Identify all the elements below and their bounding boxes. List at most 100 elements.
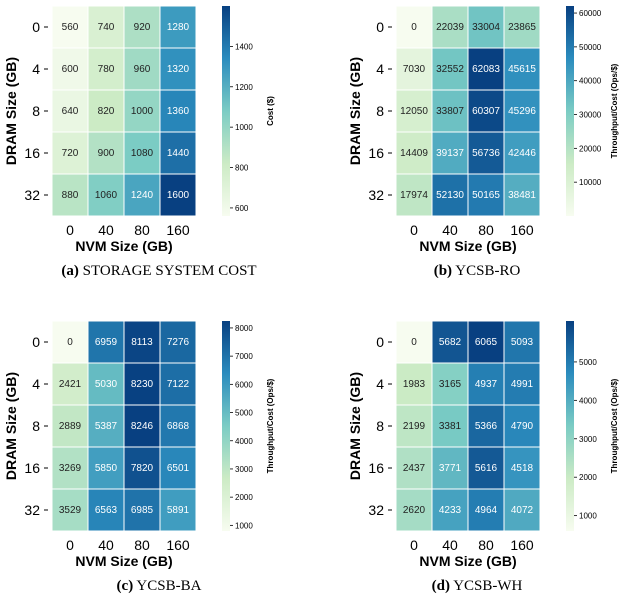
cell-value-label: 17974 <box>400 190 428 201</box>
cell-value-label: 42446 <box>508 148 536 159</box>
colorbar <box>566 321 574 531</box>
cell-value-label: 2199 <box>403 421 426 432</box>
cell-value-label: 7276 <box>167 337 190 348</box>
cell-value-label: 7030 <box>403 64 426 75</box>
colorbar-tick-label: 20000 <box>579 144 602 153</box>
cell-value-label: 1983 <box>403 379 426 390</box>
y-tick-label: 8 <box>32 103 40 119</box>
heatmap-cell <box>431 446 469 490</box>
heatmap-cell <box>123 173 161 217</box>
colorbar-tick-label: 2000 <box>579 473 597 482</box>
heatmap-cell <box>87 5 125 49</box>
cell-value-label: 6563 <box>95 505 118 516</box>
heatmap-cell <box>87 320 125 364</box>
x-axis-title: NVM Size (GB) <box>75 553 172 569</box>
heatmap-cell <box>51 362 89 406</box>
heatmap-cell <box>431 173 469 217</box>
cell-value-label: 14409 <box>400 148 428 159</box>
cell-value-label: 1060 <box>95 190 118 201</box>
cell-value-label: 5891 <box>167 505 190 516</box>
y-tick-label: 0 <box>32 334 40 350</box>
y-tick-label: 16 <box>368 460 384 476</box>
cell-value-label: 2889 <box>59 421 82 432</box>
cell-value-label: 5850 <box>95 463 118 474</box>
heatmap-panel-4: 0 5682 6065 5093 1983 3165 4937 4991 2199 3381 536… <box>347 320 619 569</box>
y-tick-label: 8 <box>32 418 40 434</box>
colorbar-tick-label: 1000 <box>579 512 597 521</box>
y-tick-label: 4 <box>376 61 384 77</box>
cell-value-label: 6985 <box>131 505 154 516</box>
colorbar-tick-label: 3000 <box>235 465 253 474</box>
cell-value-label: 5030 <box>95 379 118 390</box>
cell-value-label: 3529 <box>59 505 82 516</box>
cell-value-label: 780 <box>98 64 115 75</box>
heatmap-cell <box>395 89 433 133</box>
colorbar-tick-label: 800 <box>235 164 249 173</box>
heatmap-cell <box>87 131 125 175</box>
y-tick-label: 32 <box>24 502 40 518</box>
colorbar-tick-label: 40000 <box>579 77 602 86</box>
colorbar-tick-label: 60000 <box>579 9 602 18</box>
heatmap-cell <box>51 320 89 364</box>
colorbar-tick-label: 10000 <box>579 178 602 187</box>
heatmap-cell <box>431 362 469 406</box>
heatmap-cell <box>51 173 89 217</box>
cell-value-label: 0 <box>67 337 73 348</box>
colorbar-tick-label: 5000 <box>579 358 597 367</box>
cell-value-label: 7820 <box>131 463 154 474</box>
cell-value-label: 45296 <box>508 106 536 117</box>
colorbar-tick-label: 1200 <box>235 83 253 92</box>
colorbar-title: Cost ($) <box>266 96 275 126</box>
x-tick-label: 160 <box>510 537 534 553</box>
cell-value-label: 600 <box>62 64 79 75</box>
cell-value-label: 6868 <box>167 421 190 432</box>
cell-value-label: 8113 <box>131 337 153 348</box>
heatmap-cell <box>51 5 89 49</box>
heatmap-cell <box>467 404 505 448</box>
cell-value-label: 1280 <box>167 22 190 33</box>
x-tick-label: 40 <box>442 537 458 553</box>
colorbar-tick-label: 4000 <box>235 437 253 446</box>
y-tick-label: 32 <box>24 187 40 203</box>
heatmap-panel-3: 0 6959 8113 7276 2421 5030 8230 7122 2889 5387 824… <box>3 320 275 569</box>
colorbar-tick-label: 2000 <box>235 493 253 502</box>
y-tick-label: 32 <box>368 187 384 203</box>
heatmap-cell <box>87 488 125 532</box>
heatmap-cell <box>467 488 505 532</box>
cell-value-label: 920 <box>134 22 151 33</box>
caption-d: (d) YCSB-WH <box>431 578 523 594</box>
x-tick-label: 160 <box>510 222 534 238</box>
y-axis-title: DRAM Size (GB) <box>3 372 19 480</box>
cell-value-label: 720 <box>62 148 79 159</box>
y-tick-label: 0 <box>376 19 384 35</box>
cell-value-label: 2620 <box>403 505 426 516</box>
cell-value-label: 3771 <box>439 463 462 474</box>
cell-value-label: 4790 <box>511 421 534 432</box>
heatmap-cell <box>503 362 541 406</box>
cell-value-label: 3269 <box>59 463 82 474</box>
cell-value-label: 5387 <box>95 421 118 432</box>
y-tick-label: 16 <box>368 145 384 161</box>
cell-value-label: 820 <box>98 106 115 117</box>
heatmap-cell <box>503 131 541 175</box>
cell-value-label: 3165 <box>439 379 462 390</box>
cell-value-label: 960 <box>134 64 151 75</box>
colorbar-tick-label: 3000 <box>579 435 597 444</box>
heatmap-cell <box>87 89 125 133</box>
cell-value-label: 3381 <box>439 421 462 432</box>
colorbar-tick-label: 4000 <box>579 396 597 405</box>
colorbar <box>566 6 574 216</box>
heatmap-cell <box>159 446 197 490</box>
x-tick-label: 40 <box>442 222 458 238</box>
heatmap-cell <box>123 446 161 490</box>
y-tick-label: 4 <box>32 376 40 392</box>
heatmap-cell <box>467 173 505 217</box>
y-tick-label: 4 <box>376 376 384 392</box>
heatmap-cell <box>503 320 541 364</box>
heatmap-cell <box>395 131 433 175</box>
heatmap-cell <box>159 404 197 448</box>
cell-value-label: 560 <box>62 22 79 33</box>
y-axis-title: DRAM Size (GB) <box>3 57 19 165</box>
x-tick-label: 0 <box>66 222 74 238</box>
y-tick-label: 8 <box>376 103 384 119</box>
